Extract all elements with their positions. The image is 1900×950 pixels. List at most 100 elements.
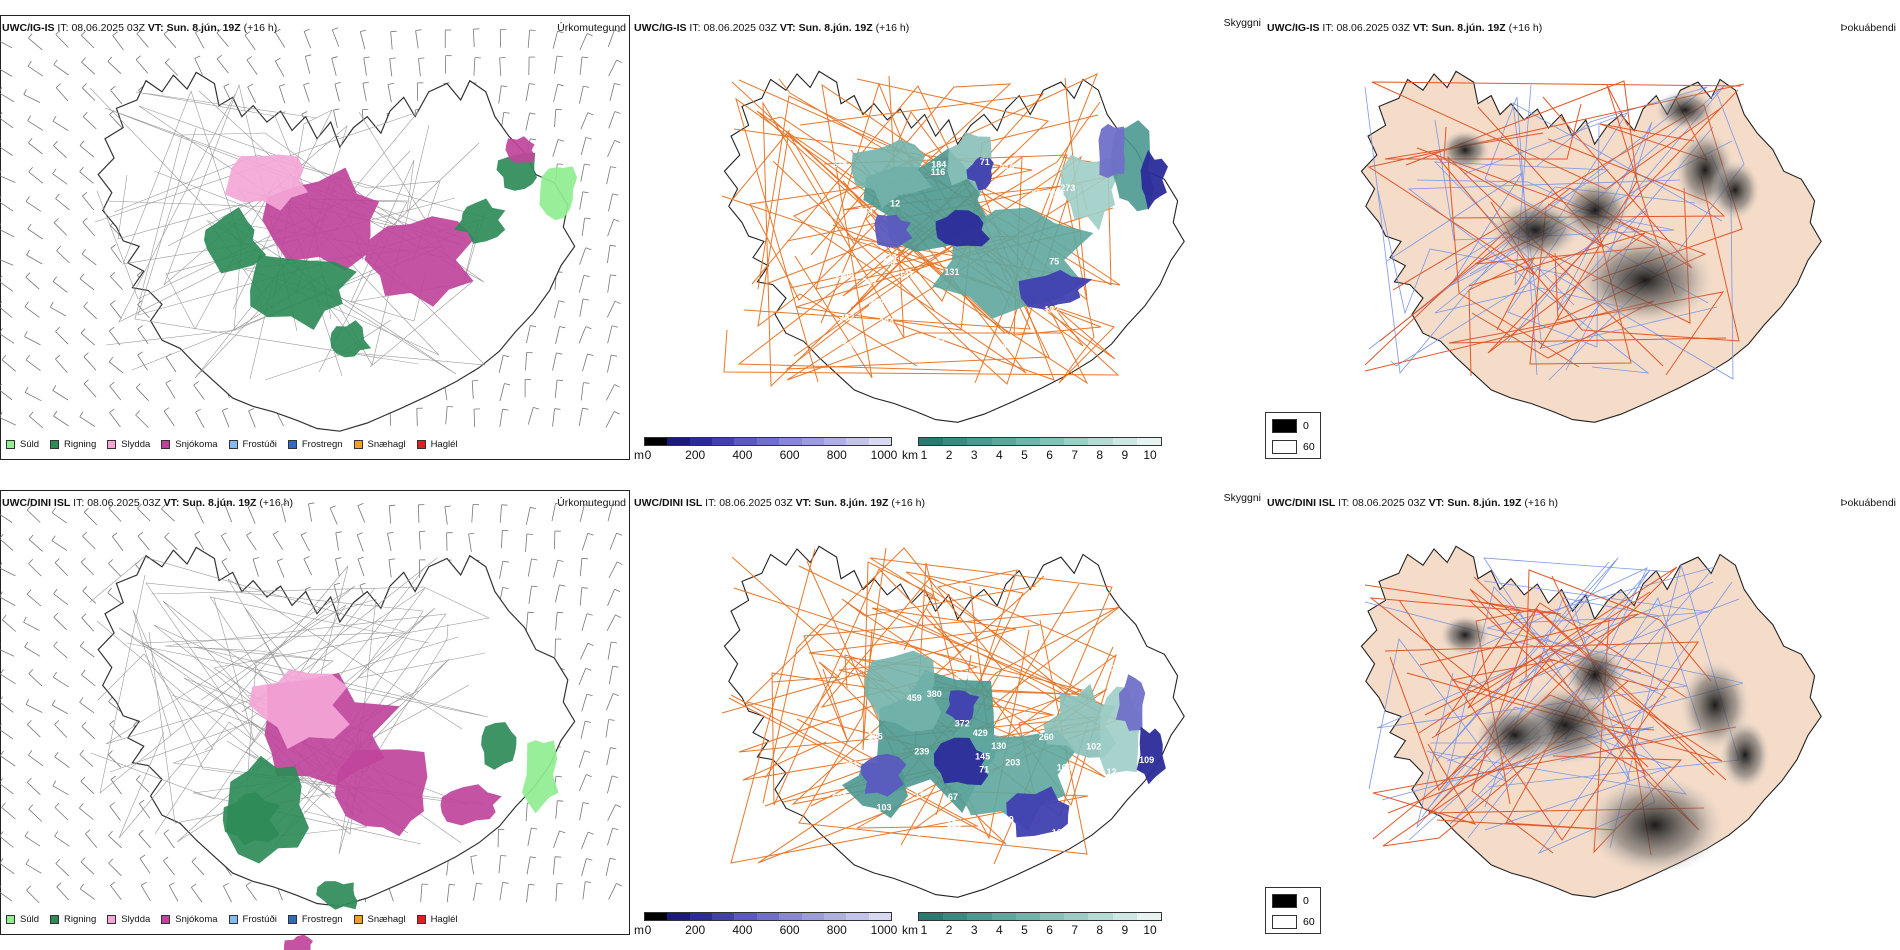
- wind-barb: [387, 83, 394, 103]
- wind-barb: [244, 31, 256, 51]
- valid-time: Sun. 8.jún. 19Z: [814, 497, 889, 509]
- valid-time-label: VT:: [1412, 22, 1429, 34]
- wind-barb: [28, 804, 43, 822]
- wind-barb: [579, 504, 591, 523]
- wind-barb: [52, 115, 69, 131]
- wind-barb: [216, 54, 229, 74]
- wind-barb: [608, 561, 623, 579]
- precip-area: [505, 136, 535, 163]
- precip-type-panel: UWC/DINI ISL IT: 08.06.2025 03Z VT: Sun.…: [0, 475, 632, 950]
- wind-barb: [135, 410, 149, 428]
- wind-barb: [137, 351, 148, 371]
- wind-barb: [525, 112, 536, 131]
- precip-area: [250, 255, 357, 330]
- wind-barb: [25, 196, 42, 212]
- wind-barb: [24, 331, 41, 346]
- wind-barb: [499, 57, 506, 76]
- wind-barb: [607, 775, 618, 794]
- wind-barb: [579, 587, 588, 606]
- wind-barb: [554, 108, 562, 128]
- legend-swatch: [107, 915, 117, 924]
- road-line: [786, 176, 1108, 381]
- wind-barb: [554, 638, 562, 658]
- ceiling-value-label: 439: [1147, 271, 1162, 281]
- wind-barb: [524, 378, 532, 398]
- wind-barb: [24, 831, 41, 847]
- wind-barb: [0, 140, 13, 156]
- wind-barb: [52, 276, 68, 293]
- tick-label: 4: [995, 448, 1003, 462]
- ceiling-value-label: 666: [832, 792, 847, 802]
- legend-swatch: [416, 915, 426, 924]
- ramp-step: [779, 438, 802, 445]
- visibility-area: [864, 650, 942, 732]
- wind-barb: [224, 502, 233, 523]
- tick-label: 1000: [870, 448, 898, 462]
- legend-label: Rigning: [64, 914, 97, 925]
- wind-barb: [555, 326, 566, 345]
- panel-title: Úrkomutegund: [557, 497, 626, 509]
- lead-time: (+16 h): [891, 497, 925, 509]
- wind-barb: [53, 641, 68, 659]
- ceiling-value-label: 165: [1052, 828, 1067, 838]
- wind-barb: [471, 380, 479, 399]
- wind-barb: [555, 611, 564, 631]
- wind-barb: [135, 55, 149, 74]
- fog-area: [1490, 200, 1580, 260]
- wind-barb: [80, 557, 95, 576]
- wind-barb: [499, 560, 509, 579]
- legend-label: Slydda: [121, 914, 151, 925]
- road-line: [145, 582, 424, 794]
- wind-barb: [501, 530, 509, 549]
- tick-label: 10: [1143, 448, 1157, 462]
- ceiling-colorbar: m 0 200 400 600 800 1000: [634, 437, 898, 463]
- panel-header: UWC/IG-IS IT: 08.06.2025 03Z VT: Sun. 8.…: [1267, 22, 1542, 34]
- wind-barb: [52, 385, 69, 401]
- ceiling-ticks: 0 200 400 600 800 1000: [644, 448, 898, 462]
- wind-barb: [555, 883, 564, 902]
- wind-barb: [165, 379, 176, 399]
- wind-barb: [24, 641, 41, 657]
- visibility-colorbar: km 1 2 3 4 5 6 7 8 9 10: [902, 912, 1162, 938]
- wind-barb: [0, 112, 14, 129]
- ramp-step: [846, 438, 869, 445]
- wind-barb: [28, 166, 44, 184]
- precip-map: [0, 502, 623, 950]
- wind-barb: [80, 776, 95, 794]
- ceiling-area: [1136, 726, 1166, 785]
- wind-barb: [0, 831, 14, 848]
- wind-barb: [333, 582, 341, 603]
- road-line: [869, 557, 1113, 865]
- wind-barb: [498, 855, 507, 874]
- legend-item: Slydda: [107, 439, 150, 450]
- wind-barb: [220, 532, 231, 552]
- wind-barb: [0, 223, 15, 238]
- precip-area: [330, 320, 372, 358]
- wind-barb: [161, 504, 175, 522]
- ceiling-value-label: 103: [877, 802, 892, 812]
- wind-barb: [528, 585, 538, 604]
- wind-barb: [609, 83, 621, 101]
- legend-item: Frostúði: [228, 439, 277, 450]
- wind-barb: [387, 531, 394, 552]
- wind-barb: [278, 84, 286, 104]
- tick-label: 3: [970, 448, 978, 462]
- wind-barb: [418, 57, 425, 77]
- wind-barb: [416, 82, 424, 101]
- wind-barb: [527, 558, 538, 577]
- wind-barb: [473, 57, 481, 76]
- init-time-label: IT:: [1322, 22, 1334, 34]
- valid-time: Sun. 8.jún. 19Z: [798, 22, 873, 34]
- wind-barb: [81, 57, 96, 75]
- wind-barb: [579, 191, 589, 210]
- wind-barb: [82, 83, 96, 101]
- panel-title: Þokuábendi: [1840, 497, 1896, 509]
- ceiling-value-label: 38: [968, 829, 978, 839]
- precip-type-panel: UWC/IG-IS IT: 08.06.2025 03Z VT: Sun. 8.…: [0, 0, 632, 475]
- wind-barb: [608, 59, 623, 77]
- tick-label: 0: [644, 448, 652, 462]
- road-line: [1448, 291, 1727, 376]
- wind-barb: [163, 856, 175, 876]
- ceiling-area: [1115, 674, 1146, 731]
